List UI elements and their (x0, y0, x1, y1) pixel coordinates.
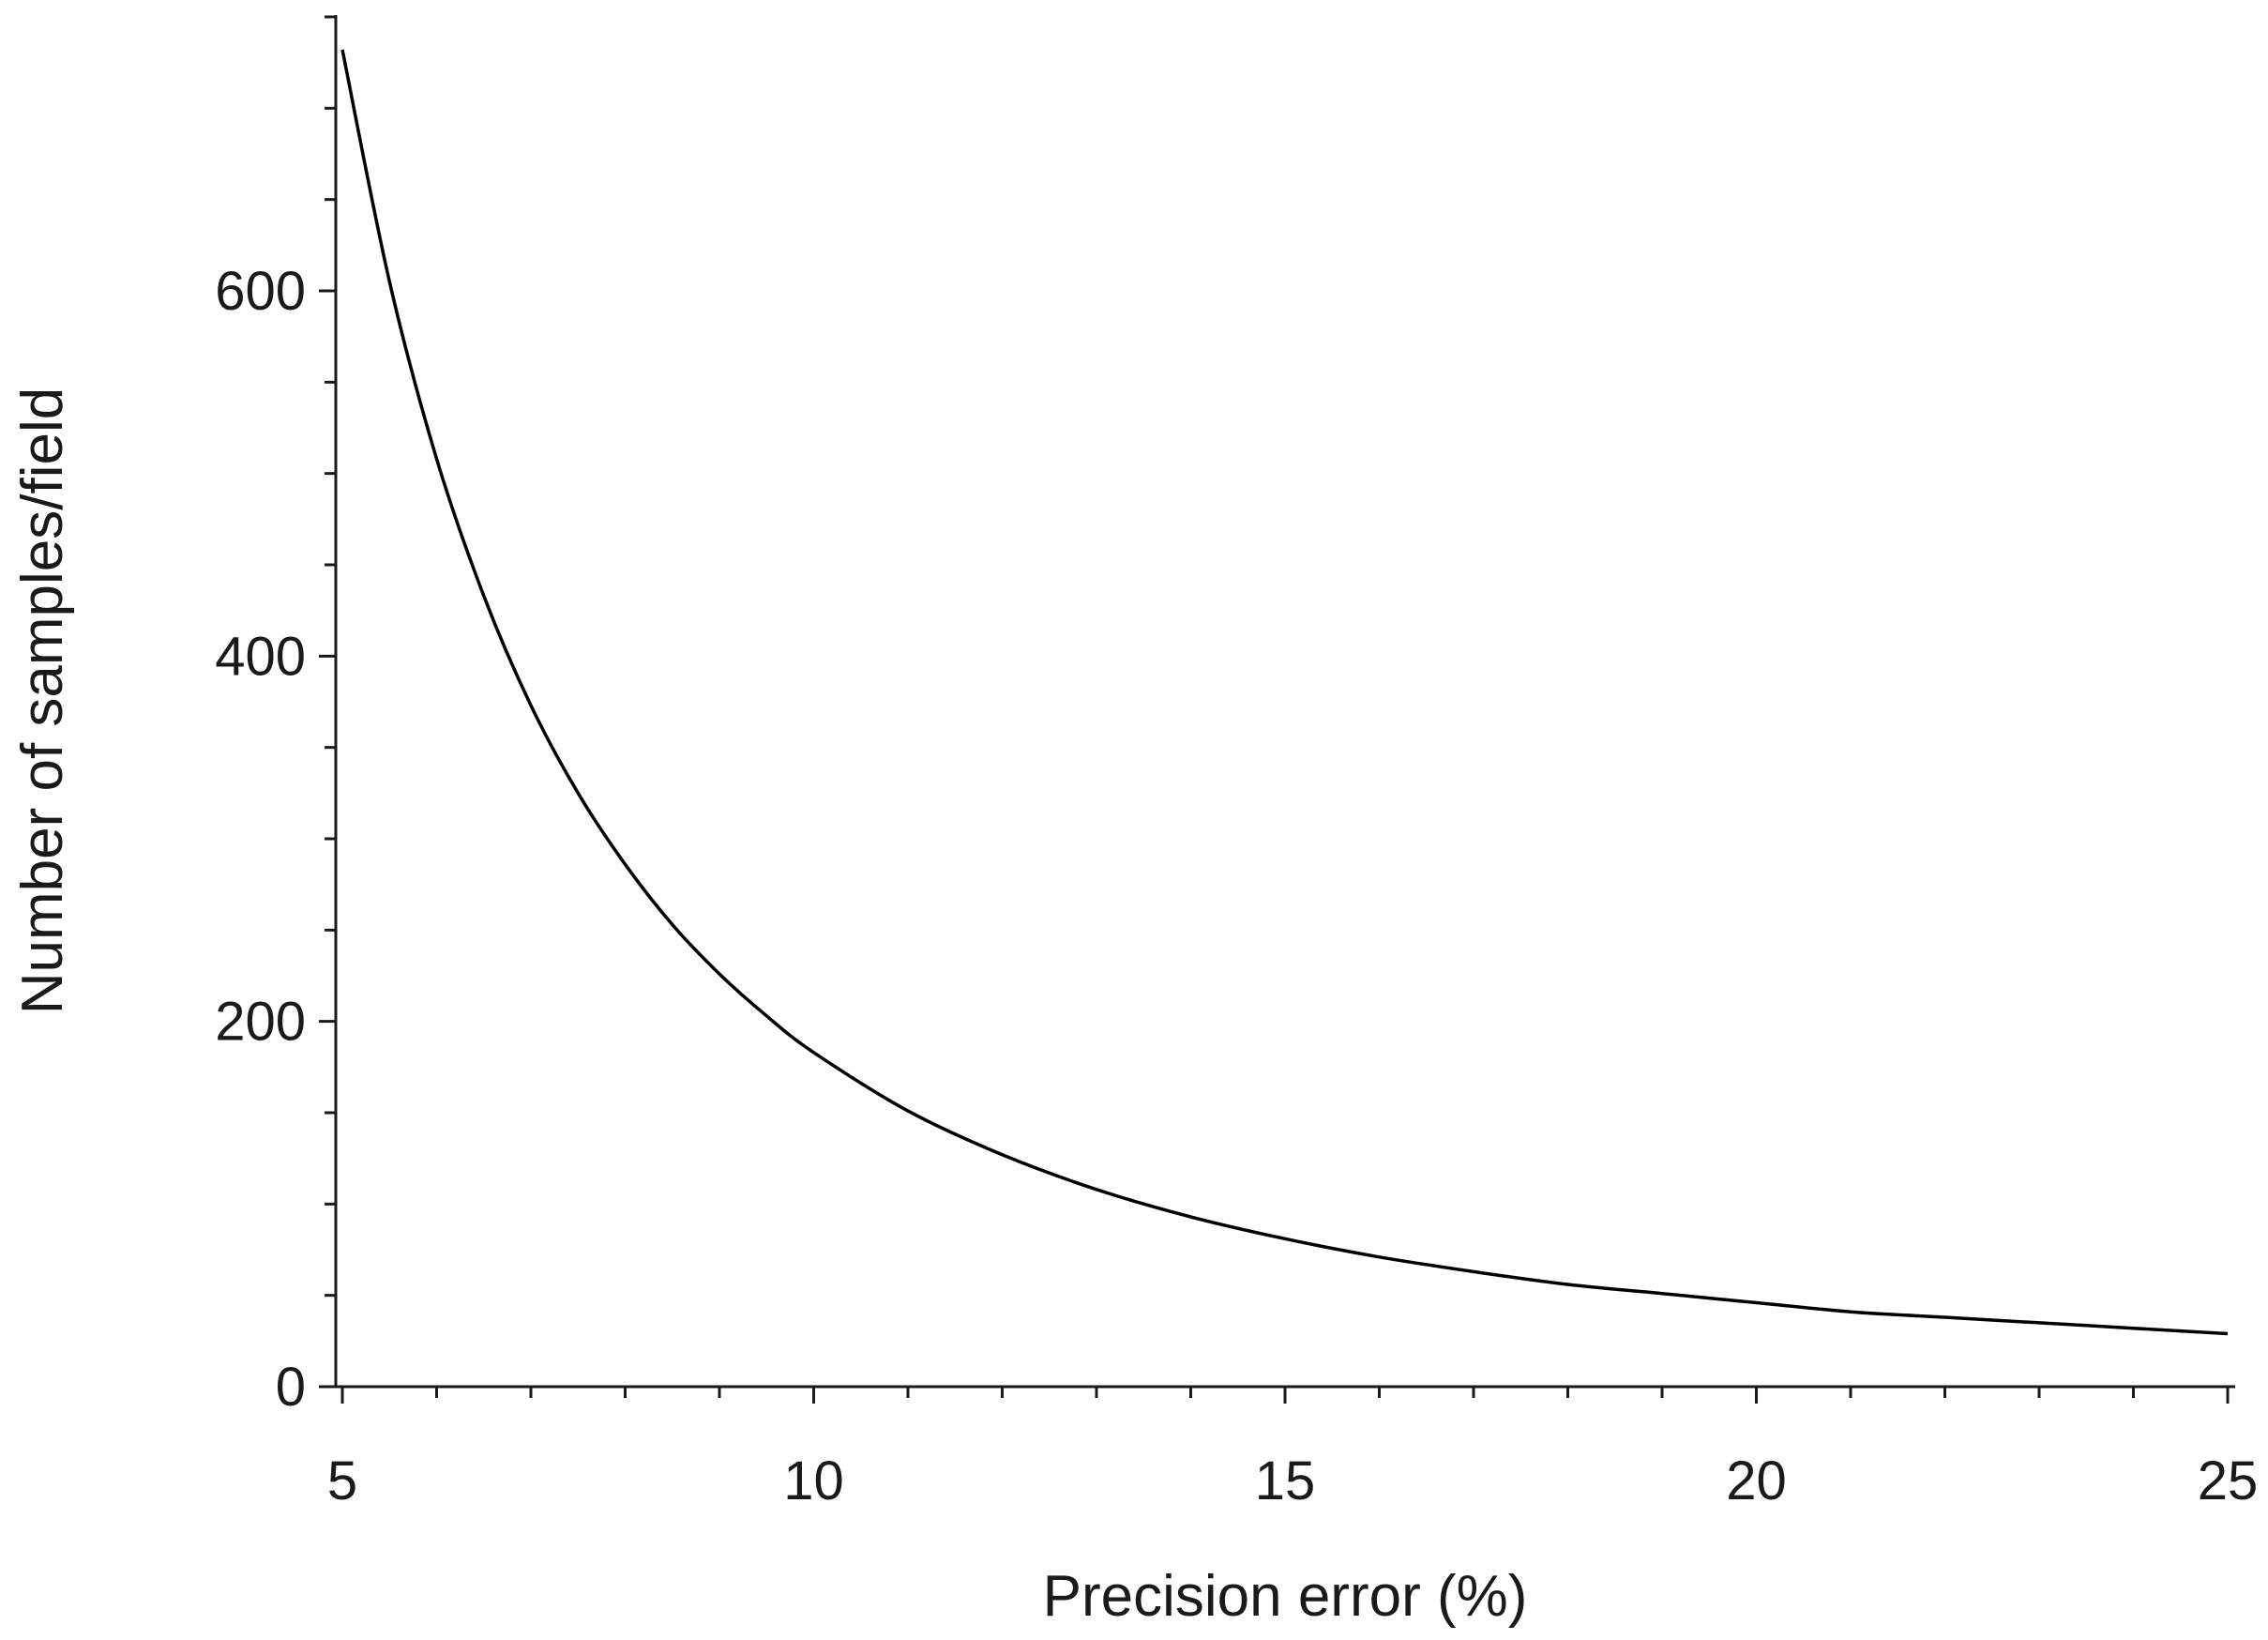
x-tick-label: 5 (327, 1450, 357, 1511)
y-tick-label: 400 (215, 626, 306, 687)
y-axis-title: Number of samples/field (10, 387, 75, 1015)
series-line-0 (340, 49, 2229, 1336)
x-axis-title: Precision error (%) (1043, 1564, 1528, 1629)
series-layer (340, 49, 2229, 1336)
x-tick-label: 10 (783, 1450, 844, 1511)
y-tick-label: 0 (276, 1357, 306, 1418)
ticks-layer (319, 15, 2230, 1404)
x-tick-label: 20 (1726, 1450, 1787, 1511)
tick-labels-layer: 0 200 400 600 5 10 15 20 25 (215, 261, 2258, 1511)
x-tick-label: 25 (2198, 1450, 2259, 1511)
y-tick-label: 200 (215, 992, 306, 1053)
x-tick-label: 15 (1255, 1450, 1316, 1511)
y-tick-label: 600 (215, 261, 306, 322)
